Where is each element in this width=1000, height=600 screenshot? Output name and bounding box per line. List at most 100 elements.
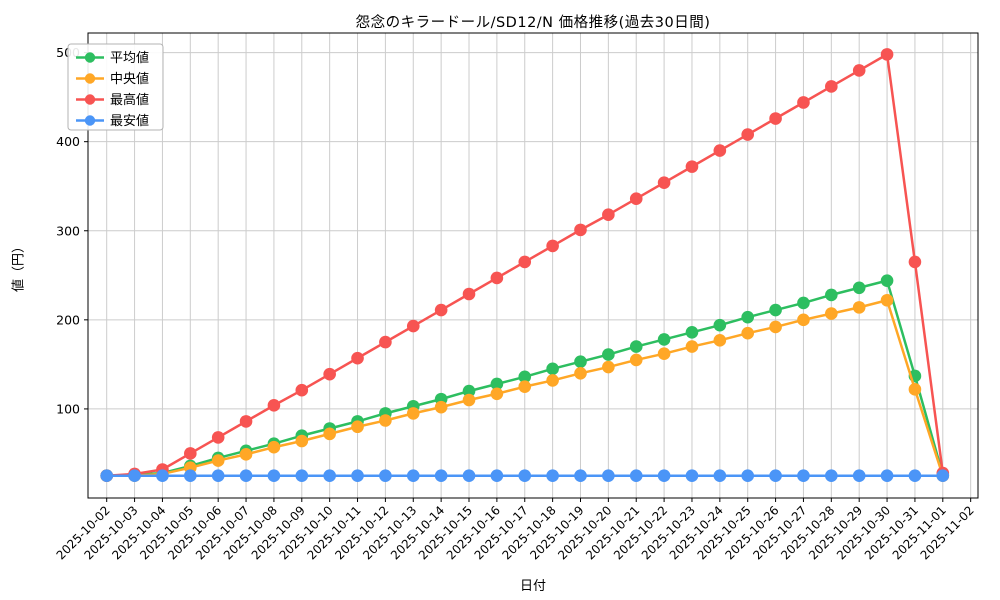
data-point-avg — [685, 326, 699, 339]
legend-marker-dot-min — [84, 115, 96, 126]
data-point-avg — [574, 355, 587, 369]
data-point-min — [462, 469, 476, 483]
data-point-max — [602, 208, 615, 222]
data-point-median — [379, 414, 392, 427]
y-tick-label: 200 — [56, 312, 80, 327]
data-point-median — [629, 353, 643, 367]
data-point-avg — [825, 288, 838, 302]
data-point-avg — [741, 310, 755, 324]
data-point-avg — [657, 333, 671, 346]
data-point-median — [295, 434, 309, 448]
data-point-median — [741, 326, 755, 340]
data-point-median — [797, 313, 810, 327]
data-point-max — [490, 271, 504, 285]
data-point-median — [211, 454, 225, 467]
data-point-median — [685, 340, 699, 353]
data-point-min — [769, 469, 782, 483]
data-point-min — [323, 469, 336, 483]
data-point-min — [741, 469, 755, 483]
data-point-min — [351, 469, 364, 483]
data-point-max — [629, 192, 643, 205]
data-point-avg — [546, 362, 559, 376]
data-point-max — [880, 48, 894, 61]
legend-box — [67, 43, 164, 131]
data-point-max — [546, 239, 559, 253]
data-point-median — [602, 360, 615, 374]
chart-title: 怨念のキラードール/SD12/N 価格推移(過去30日間) — [355, 15, 711, 31]
data-point-max — [351, 351, 364, 365]
y-tick-label: 100 — [56, 401, 80, 416]
data-point-max — [406, 319, 420, 333]
data-point-median — [490, 387, 504, 401]
x-axis-label: 日付 — [519, 579, 546, 594]
data-point-min — [490, 469, 504, 483]
legend-marker-dot-max — [84, 94, 96, 105]
legend-marker-dot-avg — [84, 52, 96, 63]
data-point-median — [239, 448, 253, 461]
data-point-avg — [518, 370, 532, 384]
data-point-max — [184, 447, 197, 460]
legend-label-max: 最高値 — [110, 92, 149, 108]
data-point-max — [685, 160, 699, 173]
legend-label-median: 中央値 — [110, 71, 149, 87]
data-point-median — [908, 383, 922, 396]
data-point-min — [295, 469, 309, 483]
data-point-median — [713, 334, 727, 347]
data-point-max — [852, 64, 866, 77]
data-point-min — [908, 469, 922, 483]
y-tick-label: 400 — [56, 134, 80, 149]
data-point-max — [825, 80, 838, 93]
data-point-min — [546, 469, 559, 483]
data-point-min — [825, 469, 838, 483]
data-point-avg — [462, 384, 476, 398]
data-point-median — [434, 400, 448, 414]
data-point-max — [462, 287, 476, 301]
data-point-min — [211, 469, 225, 483]
data-point-min — [685, 469, 699, 483]
plot-border — [87, 32, 979, 499]
data-point-avg — [880, 274, 894, 287]
data-point-median — [880, 293, 894, 307]
data-point-median — [406, 407, 420, 420]
data-point-max — [295, 383, 309, 397]
data-point-max — [657, 176, 671, 189]
data-point-median — [825, 307, 838, 320]
data-point-min — [267, 469, 281, 483]
data-point-min — [713, 469, 727, 483]
data-point-max — [574, 223, 587, 237]
data-point-min — [657, 469, 671, 483]
data-point-min — [852, 469, 866, 483]
data-point-min — [406, 469, 420, 483]
data-point-avg — [769, 303, 782, 317]
data-point-min — [602, 469, 615, 483]
data-point-min — [434, 469, 448, 483]
data-point-max — [211, 431, 225, 444]
legend-label-min: 最安値 — [110, 113, 149, 129]
data-point-max — [323, 367, 336, 381]
data-point-max — [518, 255, 532, 269]
data-point-min — [156, 469, 169, 483]
data-point-median — [323, 427, 336, 441]
data-point-median — [574, 366, 587, 380]
data-point-median — [852, 301, 866, 314]
data-point-avg — [602, 348, 615, 361]
data-point-median — [518, 380, 532, 393]
data-point-median — [657, 347, 671, 360]
data-point-max — [741, 128, 755, 141]
data-point-max — [267, 399, 281, 412]
data-point-min — [128, 469, 141, 483]
data-point-max — [434, 303, 448, 317]
data-point-median — [462, 393, 476, 407]
data-point-min — [574, 469, 587, 483]
legend-marker-dot-median — [84, 73, 96, 84]
data-point-min — [100, 469, 113, 483]
data-point-min — [936, 469, 950, 483]
data-point-min — [797, 469, 810, 483]
data-point-max — [379, 335, 392, 349]
data-point-max — [239, 415, 253, 428]
data-point-min — [629, 469, 643, 483]
data-point-avg — [629, 340, 643, 353]
data-point-min — [880, 469, 894, 483]
